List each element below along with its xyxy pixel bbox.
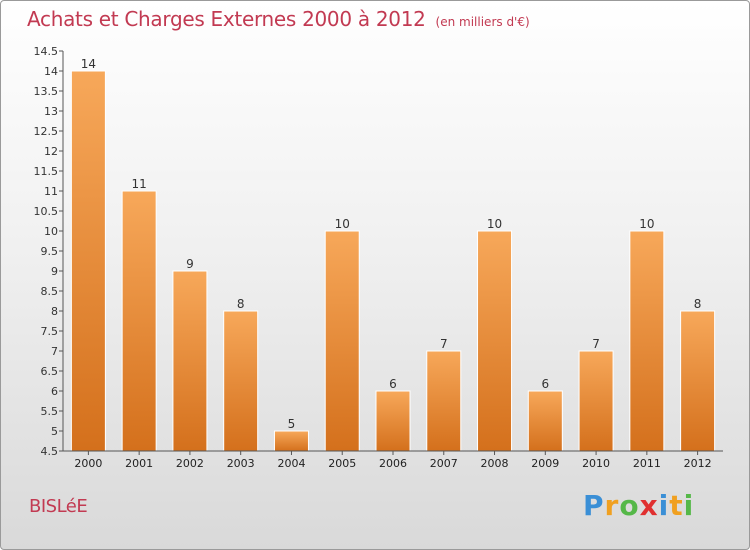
value-label-2002: 9: [186, 257, 194, 271]
y-tick-label: 11.5: [34, 165, 59, 178]
bar-2002: [172, 270, 208, 452]
y-tick-label: 5.5: [41, 405, 59, 418]
value-label-2007: 7: [440, 337, 448, 351]
x-tick-label-2007: 2007: [430, 457, 458, 470]
y-tick-label: 13: [44, 105, 58, 118]
y-tick-label: 14.5: [34, 45, 59, 58]
bar-2004: [273, 430, 309, 452]
y-tick-label: 4.5: [41, 445, 59, 458]
logo-letter: i: [658, 489, 670, 522]
y-tick-label: 8.5: [41, 285, 59, 298]
x-tick-label-2012: 2012: [684, 457, 712, 470]
value-label-2008: 10: [487, 217, 502, 231]
chart-subtitle: (en milliers d'€): [435, 15, 530, 29]
bar-2006: [375, 390, 411, 452]
x-tick-label-2011: 2011: [633, 457, 661, 470]
value-label-2011: 10: [639, 217, 654, 231]
value-label-2000: 14: [81, 57, 96, 71]
chart-title-text: Achats et Charges Externes 2000 à 2012: [27, 7, 426, 31]
value-label-2009: 6: [541, 377, 549, 391]
bar-2007: [426, 350, 462, 452]
value-label-2005: 10: [335, 217, 350, 231]
bar-2000: [70, 70, 106, 452]
y-tick-label: 9: [51, 265, 58, 278]
y-tick-label: 11: [44, 185, 58, 198]
value-label-2006: 6: [389, 377, 397, 391]
commune-name: BISLéE: [29, 496, 88, 517]
logo-letter: t: [669, 489, 684, 522]
y-tick-label: 5: [51, 425, 58, 438]
bar-2001: [121, 190, 157, 452]
x-tick-label-2002: 2002: [176, 457, 204, 470]
y-tick-label: 10.5: [34, 205, 59, 218]
value-label-2010: 7: [592, 337, 600, 351]
y-tick-label: 9.5: [41, 245, 59, 258]
x-tick-label-2009: 2009: [531, 457, 559, 470]
value-label-2004: 5: [288, 417, 296, 431]
x-tick-label-2005: 2005: [328, 457, 356, 470]
bar-2008: [477, 230, 513, 452]
bar-2011: [629, 230, 665, 452]
logo-letter: r: [604, 489, 620, 522]
y-axis: 4.5 5 5.5 6 6.5 7 7.5 8 8.5 9 9.5 10 10.5 11 11.5 12 12.…: [34, 45, 64, 458]
y-tick-label: 12: [44, 145, 58, 158]
x-tick-label-2000: 2000: [74, 457, 102, 470]
x-tick-label-2008: 2008: [481, 457, 509, 470]
bar-2005: [324, 230, 360, 452]
y-tick-label: 14: [44, 65, 58, 78]
x-tick-label-2006: 2006: [379, 457, 407, 470]
value-label-2003: 8: [237, 297, 245, 311]
logo-letter: P: [583, 489, 605, 522]
logo-letter: i: [683, 489, 695, 522]
x-tick-label-2003: 2003: [227, 457, 255, 470]
bar-2003: [223, 310, 259, 452]
logo-letter: o: [619, 489, 640, 522]
y-tick-label: 6.5: [41, 365, 59, 378]
y-tick-label: 13.5: [34, 85, 59, 98]
bar-2010: [578, 350, 614, 452]
bars: 14 11 9 8 5 10 6 7 10 6 7 10 8: [70, 57, 716, 452]
y-tick-label: 7.5: [41, 325, 59, 338]
value-label-2001: 11: [132, 177, 147, 191]
value-label-2012: 8: [694, 297, 702, 311]
x-axis: 2000 2001 2002 2003 2004 2005 2006 2007 2008 2009…: [63, 450, 723, 470]
y-tick-label: 12.5: [34, 125, 59, 138]
y-tick-label: 7: [51, 345, 58, 358]
y-tick-label: 6: [51, 385, 58, 398]
logo-letter: x: [639, 489, 659, 522]
x-tick-label-2001: 2001: [125, 457, 153, 470]
y-tick-label: 10: [44, 225, 58, 238]
x-tick-label-2010: 2010: [582, 457, 610, 470]
bar-2009: [527, 390, 563, 452]
bar-2012: [680, 310, 716, 452]
proxiti-logo[interactable]: Proxiti: [583, 489, 694, 522]
x-tick-label-2004: 2004: [277, 457, 305, 470]
chart-title: Achats et Charges Externes 2000 à 2012 (e…: [27, 7, 530, 31]
y-tick-label: 8: [51, 305, 58, 318]
